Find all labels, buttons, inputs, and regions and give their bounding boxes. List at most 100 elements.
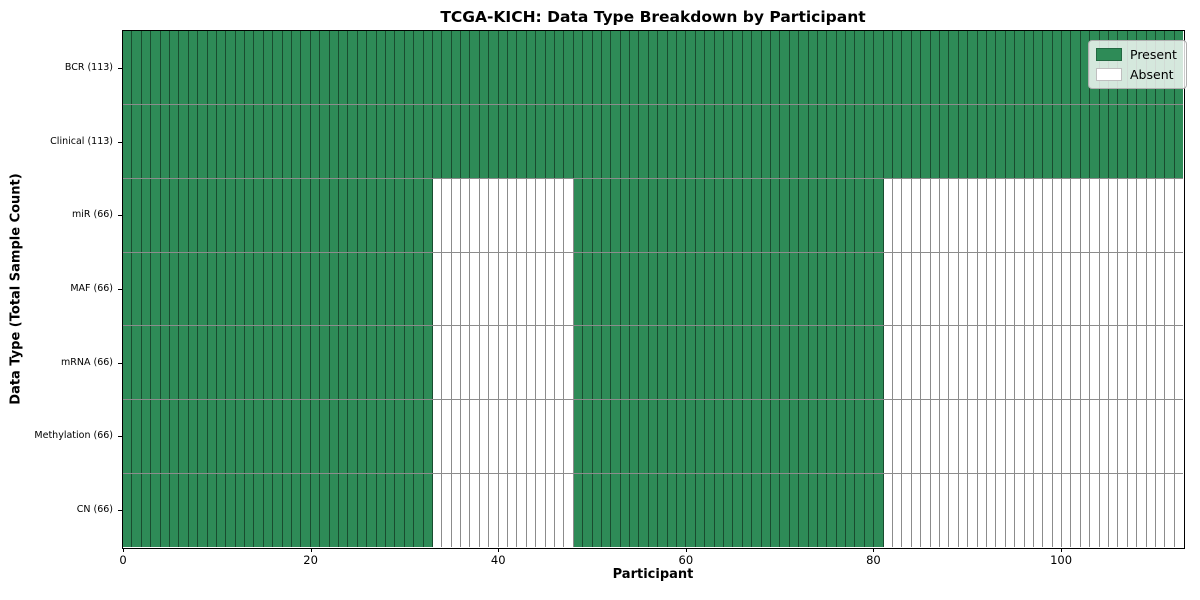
heatmap-cell: [188, 252, 199, 326]
heatmap-cell: [301, 31, 311, 104]
heatmap-cell: [404, 400, 415, 474]
heatmap-cell: [789, 326, 800, 400]
heatmap-cell: [686, 178, 696, 252]
heatmap-cell: [611, 474, 621, 548]
heatmap-cell: [874, 104, 884, 178]
heatmap-cell: [517, 104, 527, 178]
heatmap-cell: [423, 252, 433, 326]
heatmap-cell: [817, 400, 828, 474]
heatmap-cell: [855, 252, 865, 326]
x-tick-mark: [1061, 548, 1063, 552]
heatmap-cell: [1080, 474, 1091, 548]
heatmap-cell: [1174, 326, 1184, 400]
heatmap-cell: [789, 31, 800, 104]
heatmap-cell: [554, 178, 565, 252]
heatmap-cell: [1024, 252, 1034, 326]
heatmap-cell: [846, 31, 856, 104]
heatmap-cell: [1090, 178, 1100, 252]
heatmap-cell: [385, 474, 396, 548]
heatmap-cell: [132, 178, 142, 252]
heatmap-cell: [1174, 178, 1184, 252]
heatmap-cell: [1146, 326, 1156, 400]
heatmap-cell: [348, 252, 358, 326]
heatmap-cell: [329, 326, 339, 400]
heatmap-cell: [958, 474, 969, 548]
heatmap-cell: [151, 252, 161, 326]
heatmap-cell: [1071, 400, 1081, 474]
heatmap-cell: [799, 178, 809, 252]
heatmap-cell: [292, 400, 302, 474]
heatmap-cell: [451, 474, 462, 548]
heatmap-cell: [404, 178, 415, 252]
heatmap-cell: [930, 326, 940, 400]
heatmap-cell: [508, 252, 518, 326]
heatmap-cell: [677, 31, 687, 104]
heatmap-cell: [874, 400, 884, 474]
heatmap-cell: [695, 104, 706, 178]
heatmap-cell: [1109, 252, 1119, 326]
heatmap-cell: [263, 474, 274, 548]
heatmap-cell: [921, 252, 931, 326]
heatmap-cell: [1043, 400, 1053, 474]
heatmap-cell: [545, 104, 555, 178]
heatmap-cell: [310, 178, 321, 252]
heatmap-cell: [592, 104, 602, 178]
heatmap-cell: [141, 104, 152, 178]
heatmap-cell: [893, 474, 903, 548]
heatmap-cell: [1127, 400, 1138, 474]
heatmap-cell: [930, 178, 940, 252]
heatmap-cell: [207, 178, 217, 252]
heatmap-cell: [292, 252, 302, 326]
heatmap-cell: [780, 252, 790, 326]
x-tick-label: 40: [490, 553, 506, 567]
heatmap-cell: [1146, 178, 1156, 252]
x-tick-label: 80: [866, 553, 881, 567]
heatmap-cell: [207, 104, 217, 178]
heatmap-cell: [658, 326, 668, 400]
heatmap-cell: [1118, 400, 1128, 474]
heatmap-cell: [770, 400, 781, 474]
heatmap-cell: [808, 326, 818, 400]
heatmap-cell: [498, 474, 509, 548]
heatmap-cell: [169, 31, 180, 104]
heatmap-cell: [1024, 326, 1034, 400]
heatmap-cell: [1071, 252, 1081, 326]
heatmap-cell: [348, 178, 358, 252]
heatmap-cell: [160, 104, 170, 178]
heatmap-cell: [601, 400, 612, 474]
heatmap-cell: [357, 252, 368, 326]
heatmap-cell: [1052, 400, 1063, 474]
heatmap-cell: [601, 31, 612, 104]
heatmap-cell: [329, 178, 339, 252]
heatmap-cell: [442, 104, 452, 178]
heatmap-cell: [949, 326, 959, 400]
heatmap-cell: [1024, 31, 1034, 104]
heatmap-cell: [1052, 178, 1063, 252]
heatmap-cell: [301, 474, 311, 548]
heatmap-cell: [338, 31, 349, 104]
heatmap-cell: [508, 31, 518, 104]
heatmap-cell: [423, 31, 433, 104]
heatmap-cell: [808, 400, 818, 474]
heatmap-cell: [996, 104, 1006, 178]
heatmap-cell: [977, 400, 987, 474]
heatmap-cell: [526, 474, 537, 548]
heatmap-cell: [1005, 31, 1016, 104]
heatmap-cell: [235, 104, 246, 178]
heatmap-cell: [367, 252, 377, 326]
heatmap-cell: [442, 474, 452, 548]
heatmap-cell: [1174, 400, 1184, 474]
heatmap-cell: [986, 400, 997, 474]
heatmap-cell: [1062, 31, 1072, 104]
heatmap-cell: [686, 326, 696, 400]
heatmap-cell: [939, 104, 950, 178]
heatmap-cell: [320, 474, 330, 548]
x-tick-mark: [123, 548, 124, 552]
heatmap-cell: [254, 178, 264, 252]
heatmap-cell: [658, 178, 668, 252]
heatmap-cell: [1109, 104, 1119, 178]
heatmap-cell: [263, 252, 274, 326]
heatmap-cell: [151, 474, 161, 548]
heatmap-cell: [367, 474, 377, 548]
heatmap-cell: [273, 31, 283, 104]
